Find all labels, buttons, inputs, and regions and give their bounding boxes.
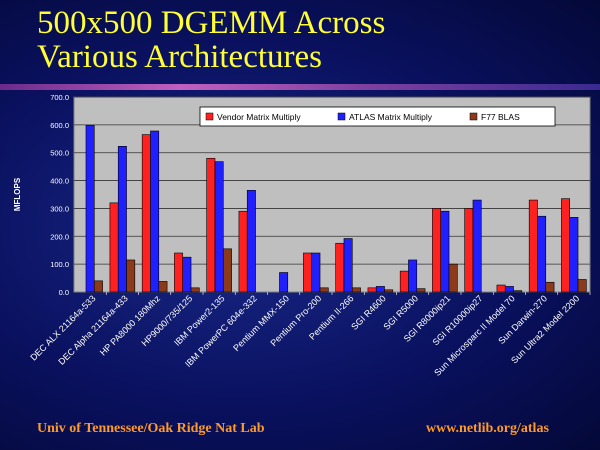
bar [335,242,345,293]
bar [432,208,442,293]
bar [399,270,409,293]
y-tick-label: 500.0 [50,149,69,158]
bar [141,134,151,293]
bar [384,289,394,293]
bar [504,286,514,293]
bar [408,259,418,293]
legend [199,106,556,127]
legend-label: ATLAS Matrix Multiply [349,112,433,122]
y-tick-label: 700.0 [50,93,69,102]
bar-chart: 0.0 100.0 200.0 300.0 400.0 500.0 600.0 700.0 MF… [13,93,591,358]
slide-title-line-1: 500x500 DGEMM Across [37,5,386,41]
bar [464,208,474,293]
bar [126,259,136,293]
bar [93,280,103,293]
bar [528,199,538,293]
bar [513,290,523,293]
bar [472,199,482,293]
bar [158,281,168,293]
bar [561,198,571,293]
slide-title: 500x500 DGEMM Across Various Architectur… [37,6,577,74]
bar [117,146,127,293]
bar [351,287,361,293]
bar [496,284,506,293]
y-tick-label: 600.0 [50,121,69,130]
bar [303,252,313,293]
bar [174,252,184,293]
footer-institution: Univ of Tennessee/Oak Ridge Nat Lab [37,421,265,436]
bar [569,217,579,293]
bar [319,287,329,293]
bar [85,125,95,293]
bar [182,256,192,293]
bar [440,210,450,293]
bar [577,279,587,293]
bar [246,190,256,293]
y-tick-label: 0.0 [59,288,69,297]
legend-label: F77 BLAS [481,112,520,122]
legend-swatch [337,112,346,121]
bar [416,288,426,293]
bar [279,272,289,293]
bar [150,130,160,293]
bar [367,287,377,293]
title-divider [0,84,600,90]
slide-title-line-2: Various Architectures [37,39,322,75]
bar [238,210,248,293]
y-tick-label: 400.0 [50,177,69,186]
x-tick-label: Pentium MMX-150 [231,293,291,353]
x-tick-label: HP PA8000 180Mhz [98,293,163,358]
bar [190,287,200,293]
bar [537,215,547,293]
bar [206,157,216,293]
bar [375,286,385,293]
y-axis-label: MFLOPS [13,177,22,211]
bar [311,252,321,293]
bar [214,161,224,293]
y-tick-label: 300.0 [50,204,69,213]
y-tick-label: 100.0 [50,260,69,269]
bar [448,263,458,293]
legend-swatch [205,112,214,121]
plot-area [73,96,591,293]
legend-swatch [469,112,478,121]
bar [545,281,555,293]
bar [222,248,232,293]
footer-url: www.netlib.org/atlas [426,421,549,436]
legend-label: Vendor Matrix Multiply [217,112,301,122]
y-tick-label: 200.0 [50,232,69,241]
bar [109,202,119,293]
bar [343,238,353,293]
